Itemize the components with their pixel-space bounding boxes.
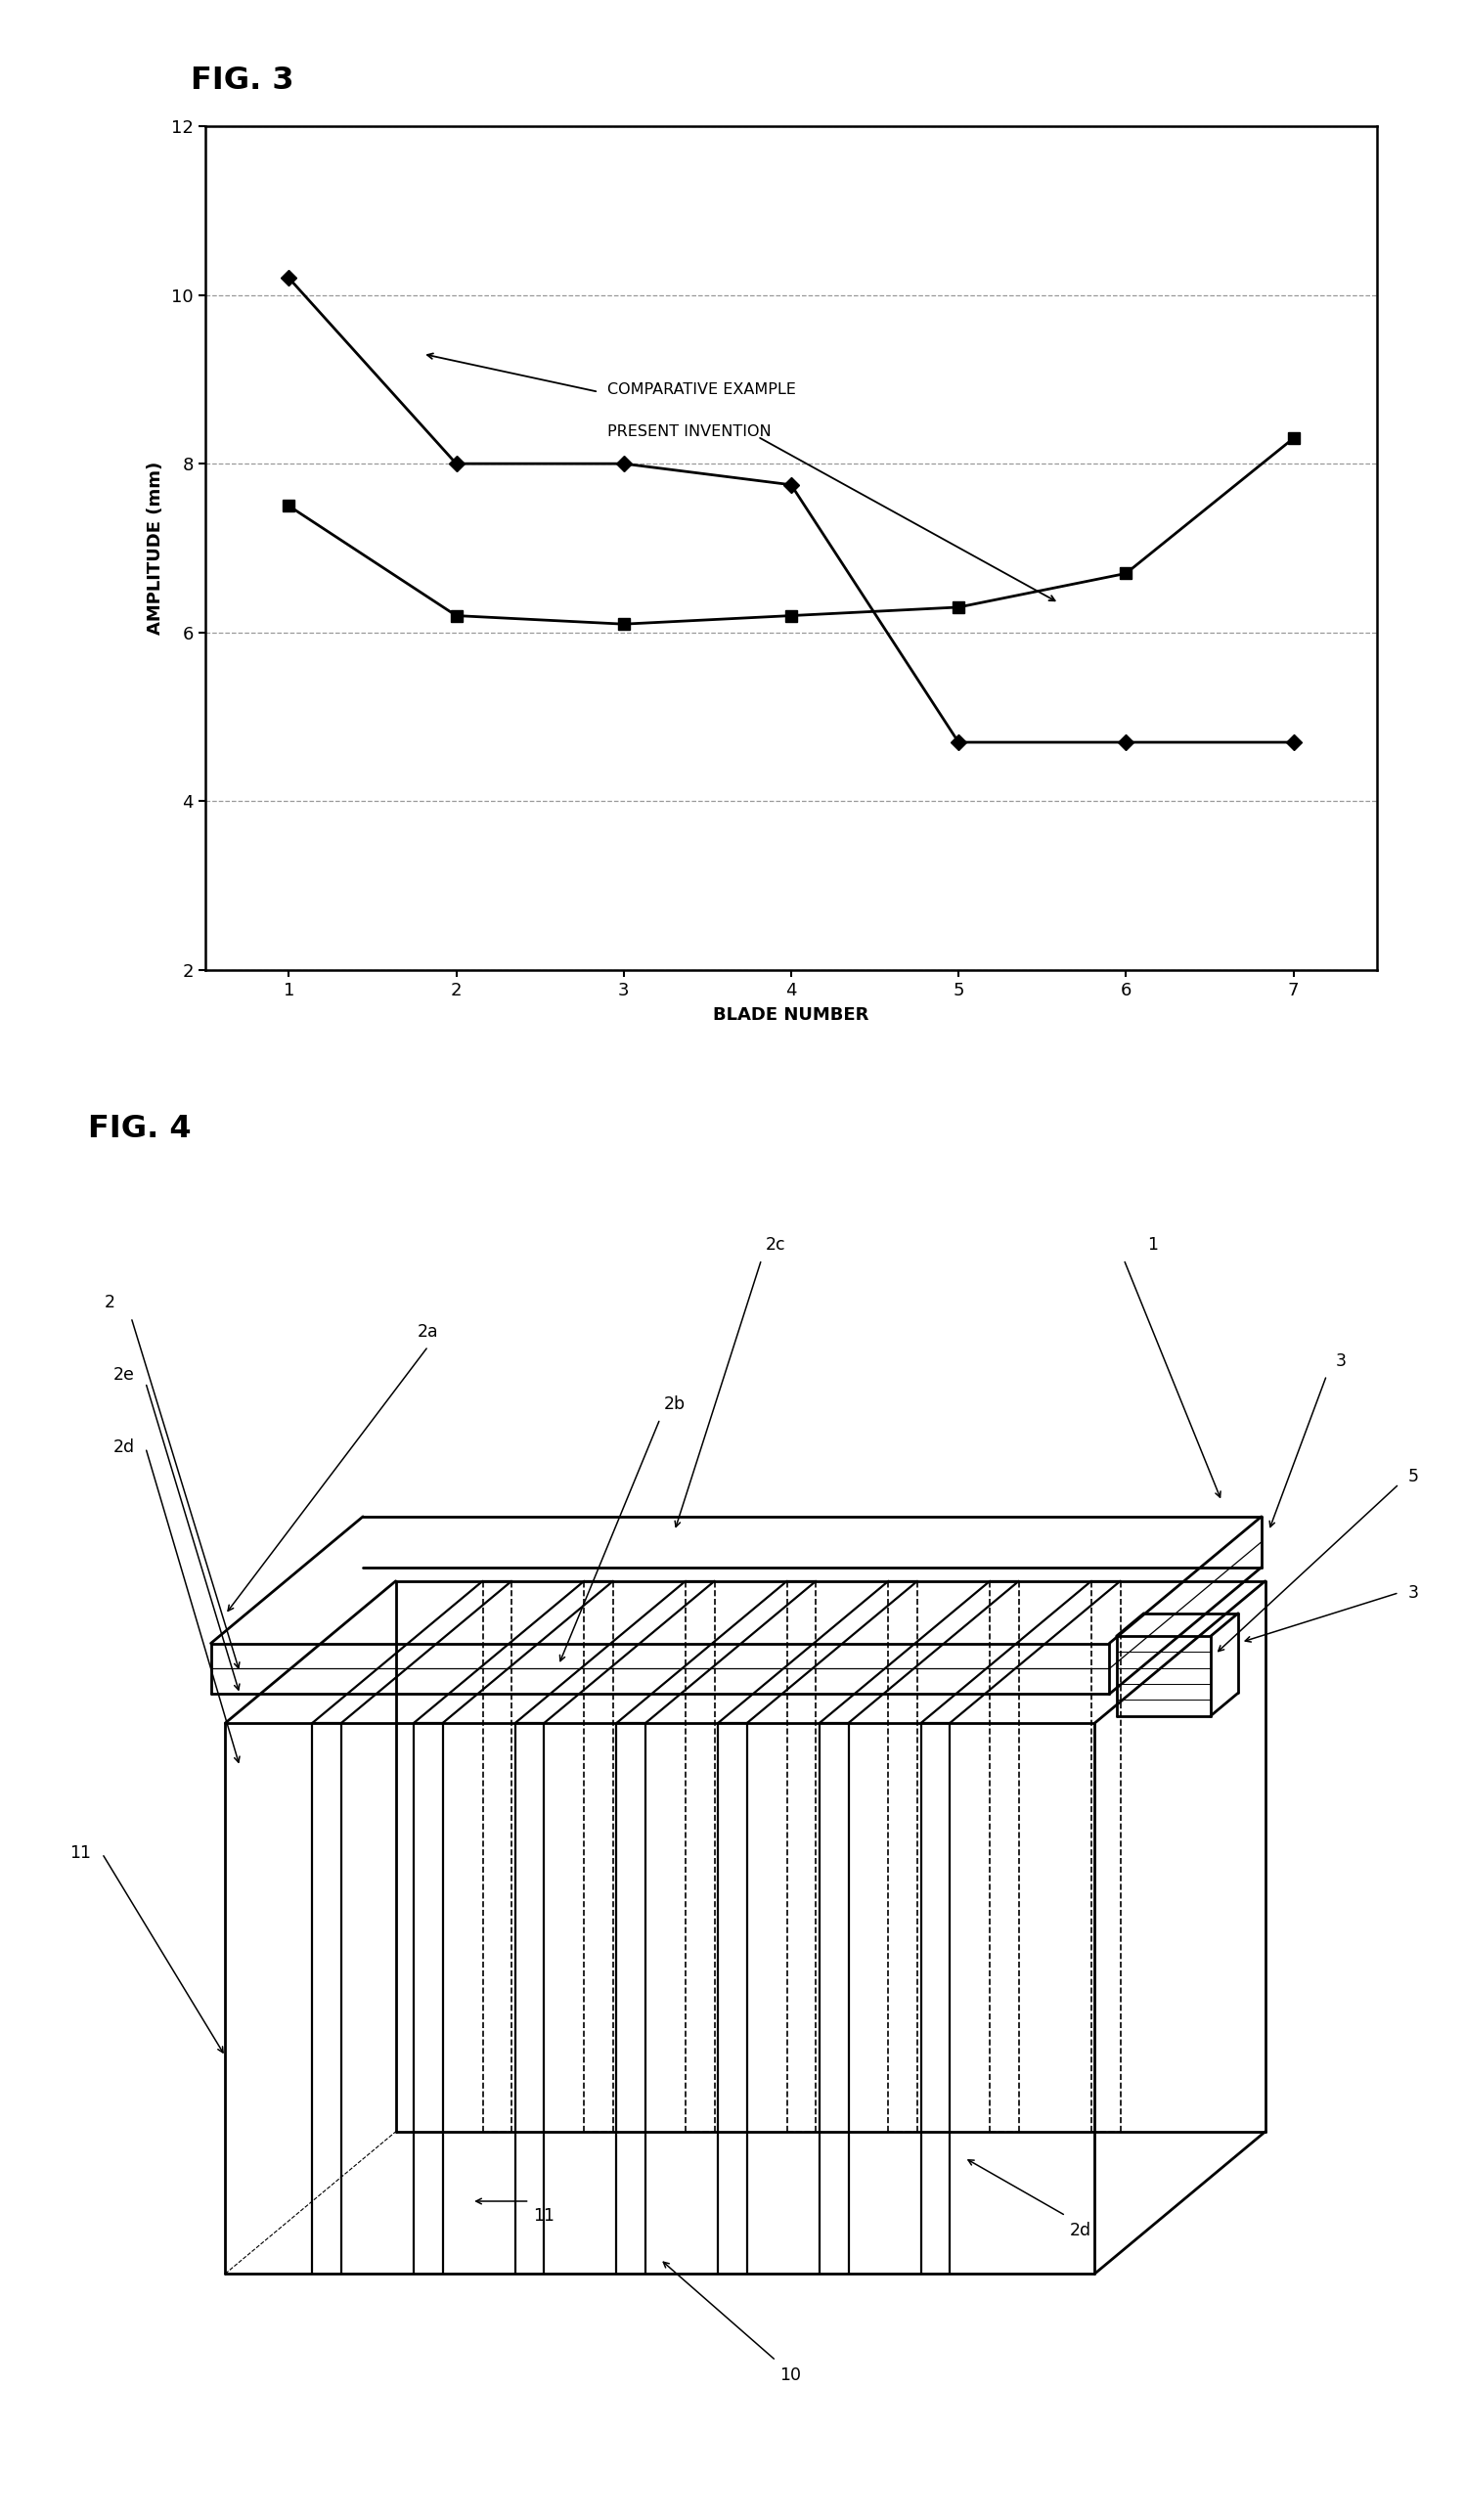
Text: 3: 3 [1408,1585,1420,1600]
Text: 2a: 2a [418,1323,438,1341]
Text: 3: 3 [1336,1353,1346,1368]
Text: 2c: 2c [766,1237,787,1252]
Y-axis label: AMPLITUDE (mm): AMPLITUDE (mm) [146,461,164,635]
Text: 2: 2 [104,1295,114,1310]
Text: 10: 10 [779,2366,801,2384]
Text: PRESENT INVENTION: PRESENT INVENTION [607,423,771,438]
Text: FIG. 3: FIG. 3 [190,66,293,96]
Text: 11: 11 [533,2208,555,2225]
Text: 1: 1 [1147,1237,1159,1252]
Text: 2e: 2e [113,1366,135,1383]
Text: FIG. 4: FIG. 4 [88,1114,192,1144]
Text: 2d: 2d [1069,2223,1091,2238]
Text: 11: 11 [70,1845,91,1862]
Text: 5: 5 [1408,1469,1420,1484]
Text: COMPARATIVE EXAMPLE: COMPARATIVE EXAMPLE [607,383,795,396]
Text: 2b: 2b [664,1396,686,1414]
X-axis label: BLADE NUMBER: BLADE NUMBER [713,1005,869,1023]
Text: 2d: 2d [113,1439,135,1457]
